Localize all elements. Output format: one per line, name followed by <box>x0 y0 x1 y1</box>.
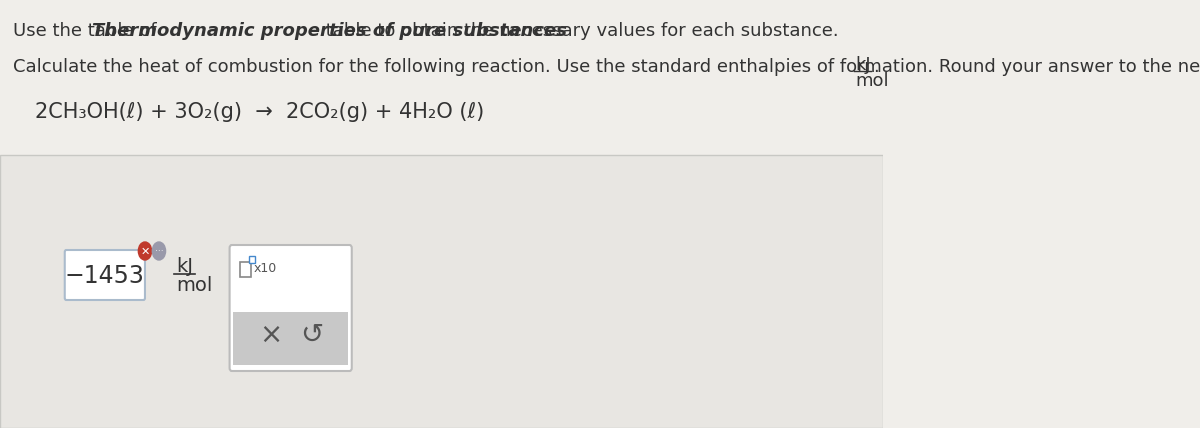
Text: mol: mol <box>856 72 889 90</box>
Text: Thermodynamic properties of pure substances: Thermodynamic properties of pure substan… <box>92 22 568 40</box>
Text: ···: ··· <box>155 247 163 256</box>
Circle shape <box>152 242 166 260</box>
Text: Use the table of Thermodynamic properties of pure substances: Use the table of Thermodynamic propertie… <box>13 22 584 40</box>
Text: x10: x10 <box>254 262 277 276</box>
Text: table to obtain the necessary values for each substance.: table to obtain the necessary values for… <box>320 22 839 40</box>
Text: Calculate the heat of combustion for the following reaction. Use the standard en: Calculate the heat of combustion for the… <box>13 58 1200 76</box>
Text: 2CH₃OH(ℓ) + 3O₂(g)  →  2CO₂(g) + 4H₂O (ℓ): 2CH₃OH(ℓ) + 3O₂(g) → 2CO₂(g) + 4H₂O (ℓ) <box>35 102 485 122</box>
Text: mol: mol <box>176 276 212 295</box>
FancyBboxPatch shape <box>229 245 352 371</box>
Text: .: . <box>872 58 878 76</box>
FancyBboxPatch shape <box>250 256 254 263</box>
Text: ×: × <box>259 321 282 349</box>
FancyBboxPatch shape <box>240 262 251 276</box>
Text: ✕: ✕ <box>140 247 150 256</box>
FancyBboxPatch shape <box>0 155 883 428</box>
Text: Use the table of: Use the table of <box>13 22 163 40</box>
Text: ↺: ↺ <box>300 321 324 349</box>
Text: −1453: −1453 <box>65 264 145 288</box>
Text: kJ: kJ <box>176 257 193 276</box>
Text: kJ: kJ <box>856 56 871 74</box>
FancyBboxPatch shape <box>233 312 348 365</box>
FancyBboxPatch shape <box>65 250 145 300</box>
Circle shape <box>138 242 151 260</box>
